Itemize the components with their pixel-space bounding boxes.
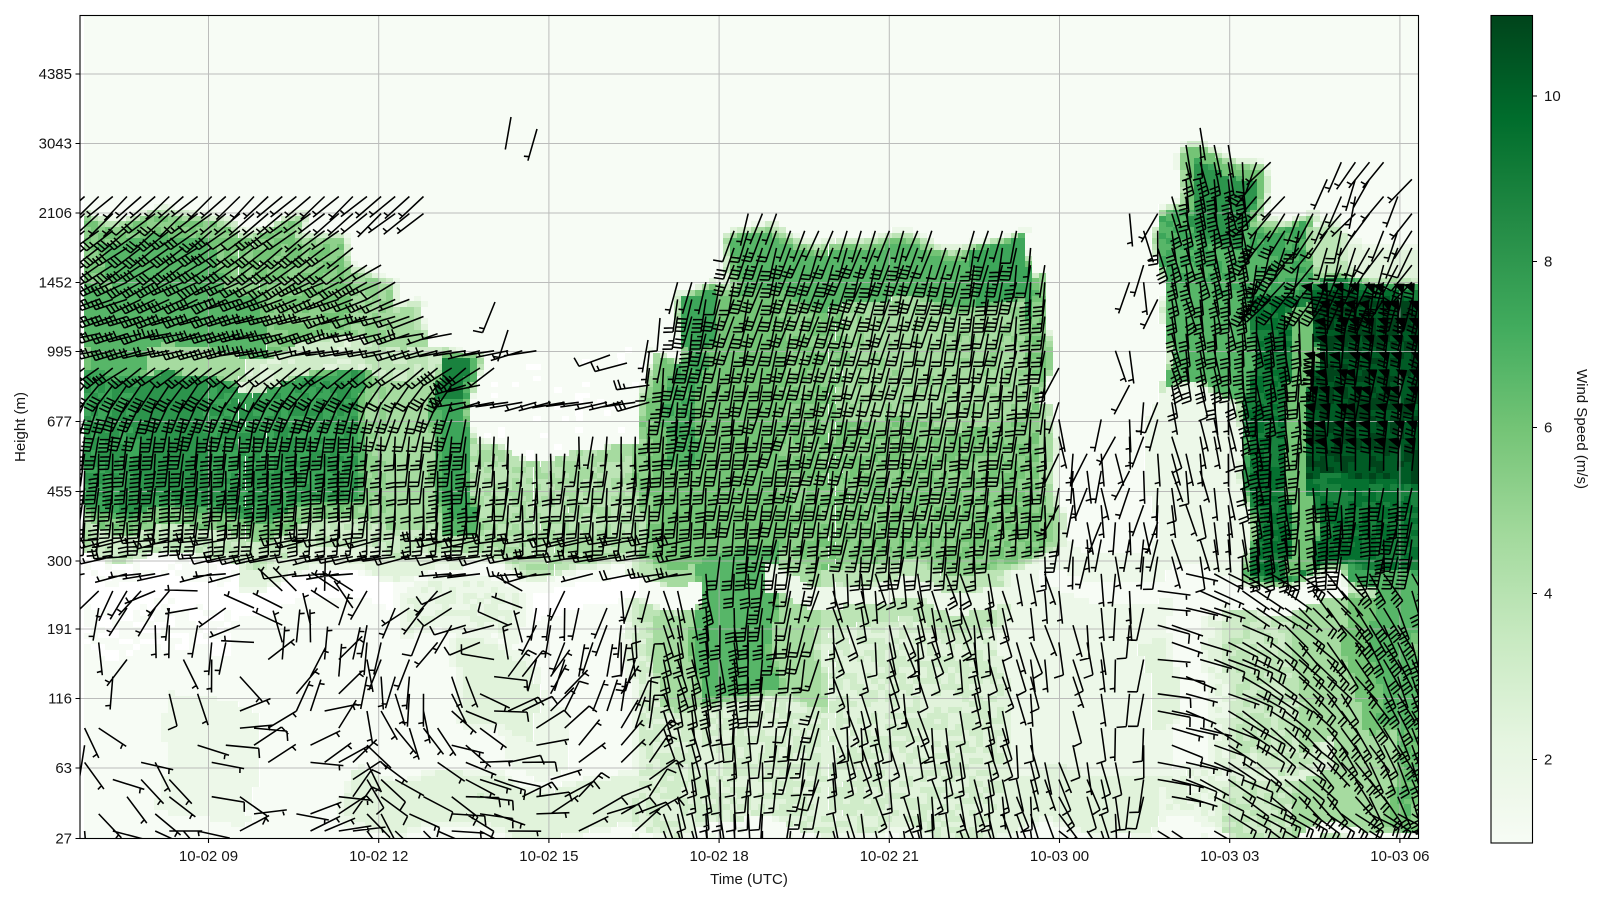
svg-text:10: 10 <box>1544 88 1561 105</box>
svg-text:Wind Speed (m/s): Wind Speed (m/s) <box>1573 369 1590 489</box>
svg-text:10-03 00: 10-03 00 <box>1030 848 1089 865</box>
svg-text:677: 677 <box>47 414 72 431</box>
svg-text:10-03 03: 10-03 03 <box>1200 848 1259 865</box>
svg-text:10-02 18: 10-02 18 <box>689 848 748 865</box>
svg-text:4: 4 <box>1544 586 1552 603</box>
svg-text:10-02 12: 10-02 12 <box>349 848 408 865</box>
svg-text:Time (UTC): Time (UTC) <box>710 871 788 888</box>
svg-text:191: 191 <box>47 621 72 638</box>
svg-text:27: 27 <box>55 831 72 848</box>
svg-text:300: 300 <box>47 553 72 570</box>
svg-text:4385: 4385 <box>39 66 72 83</box>
svg-text:1452: 1452 <box>39 275 72 292</box>
svg-text:Height (m): Height (m) <box>12 392 29 462</box>
svg-text:63: 63 <box>55 760 72 777</box>
svg-text:10-03 06: 10-03 06 <box>1370 848 1429 865</box>
svg-text:995: 995 <box>47 344 72 361</box>
svg-text:116: 116 <box>48 691 72 708</box>
svg-text:2: 2 <box>1544 752 1552 769</box>
svg-text:10-02 21: 10-02 21 <box>860 848 919 865</box>
svg-text:8: 8 <box>1544 254 1552 271</box>
svg-text:10-02 09: 10-02 09 <box>179 848 238 865</box>
svg-text:3043: 3043 <box>39 136 72 153</box>
svg-text:455: 455 <box>47 484 72 501</box>
svg-text:6: 6 <box>1544 420 1552 437</box>
svg-text:10-02 15: 10-02 15 <box>519 848 578 865</box>
svg-text:2106: 2106 <box>39 205 72 222</box>
